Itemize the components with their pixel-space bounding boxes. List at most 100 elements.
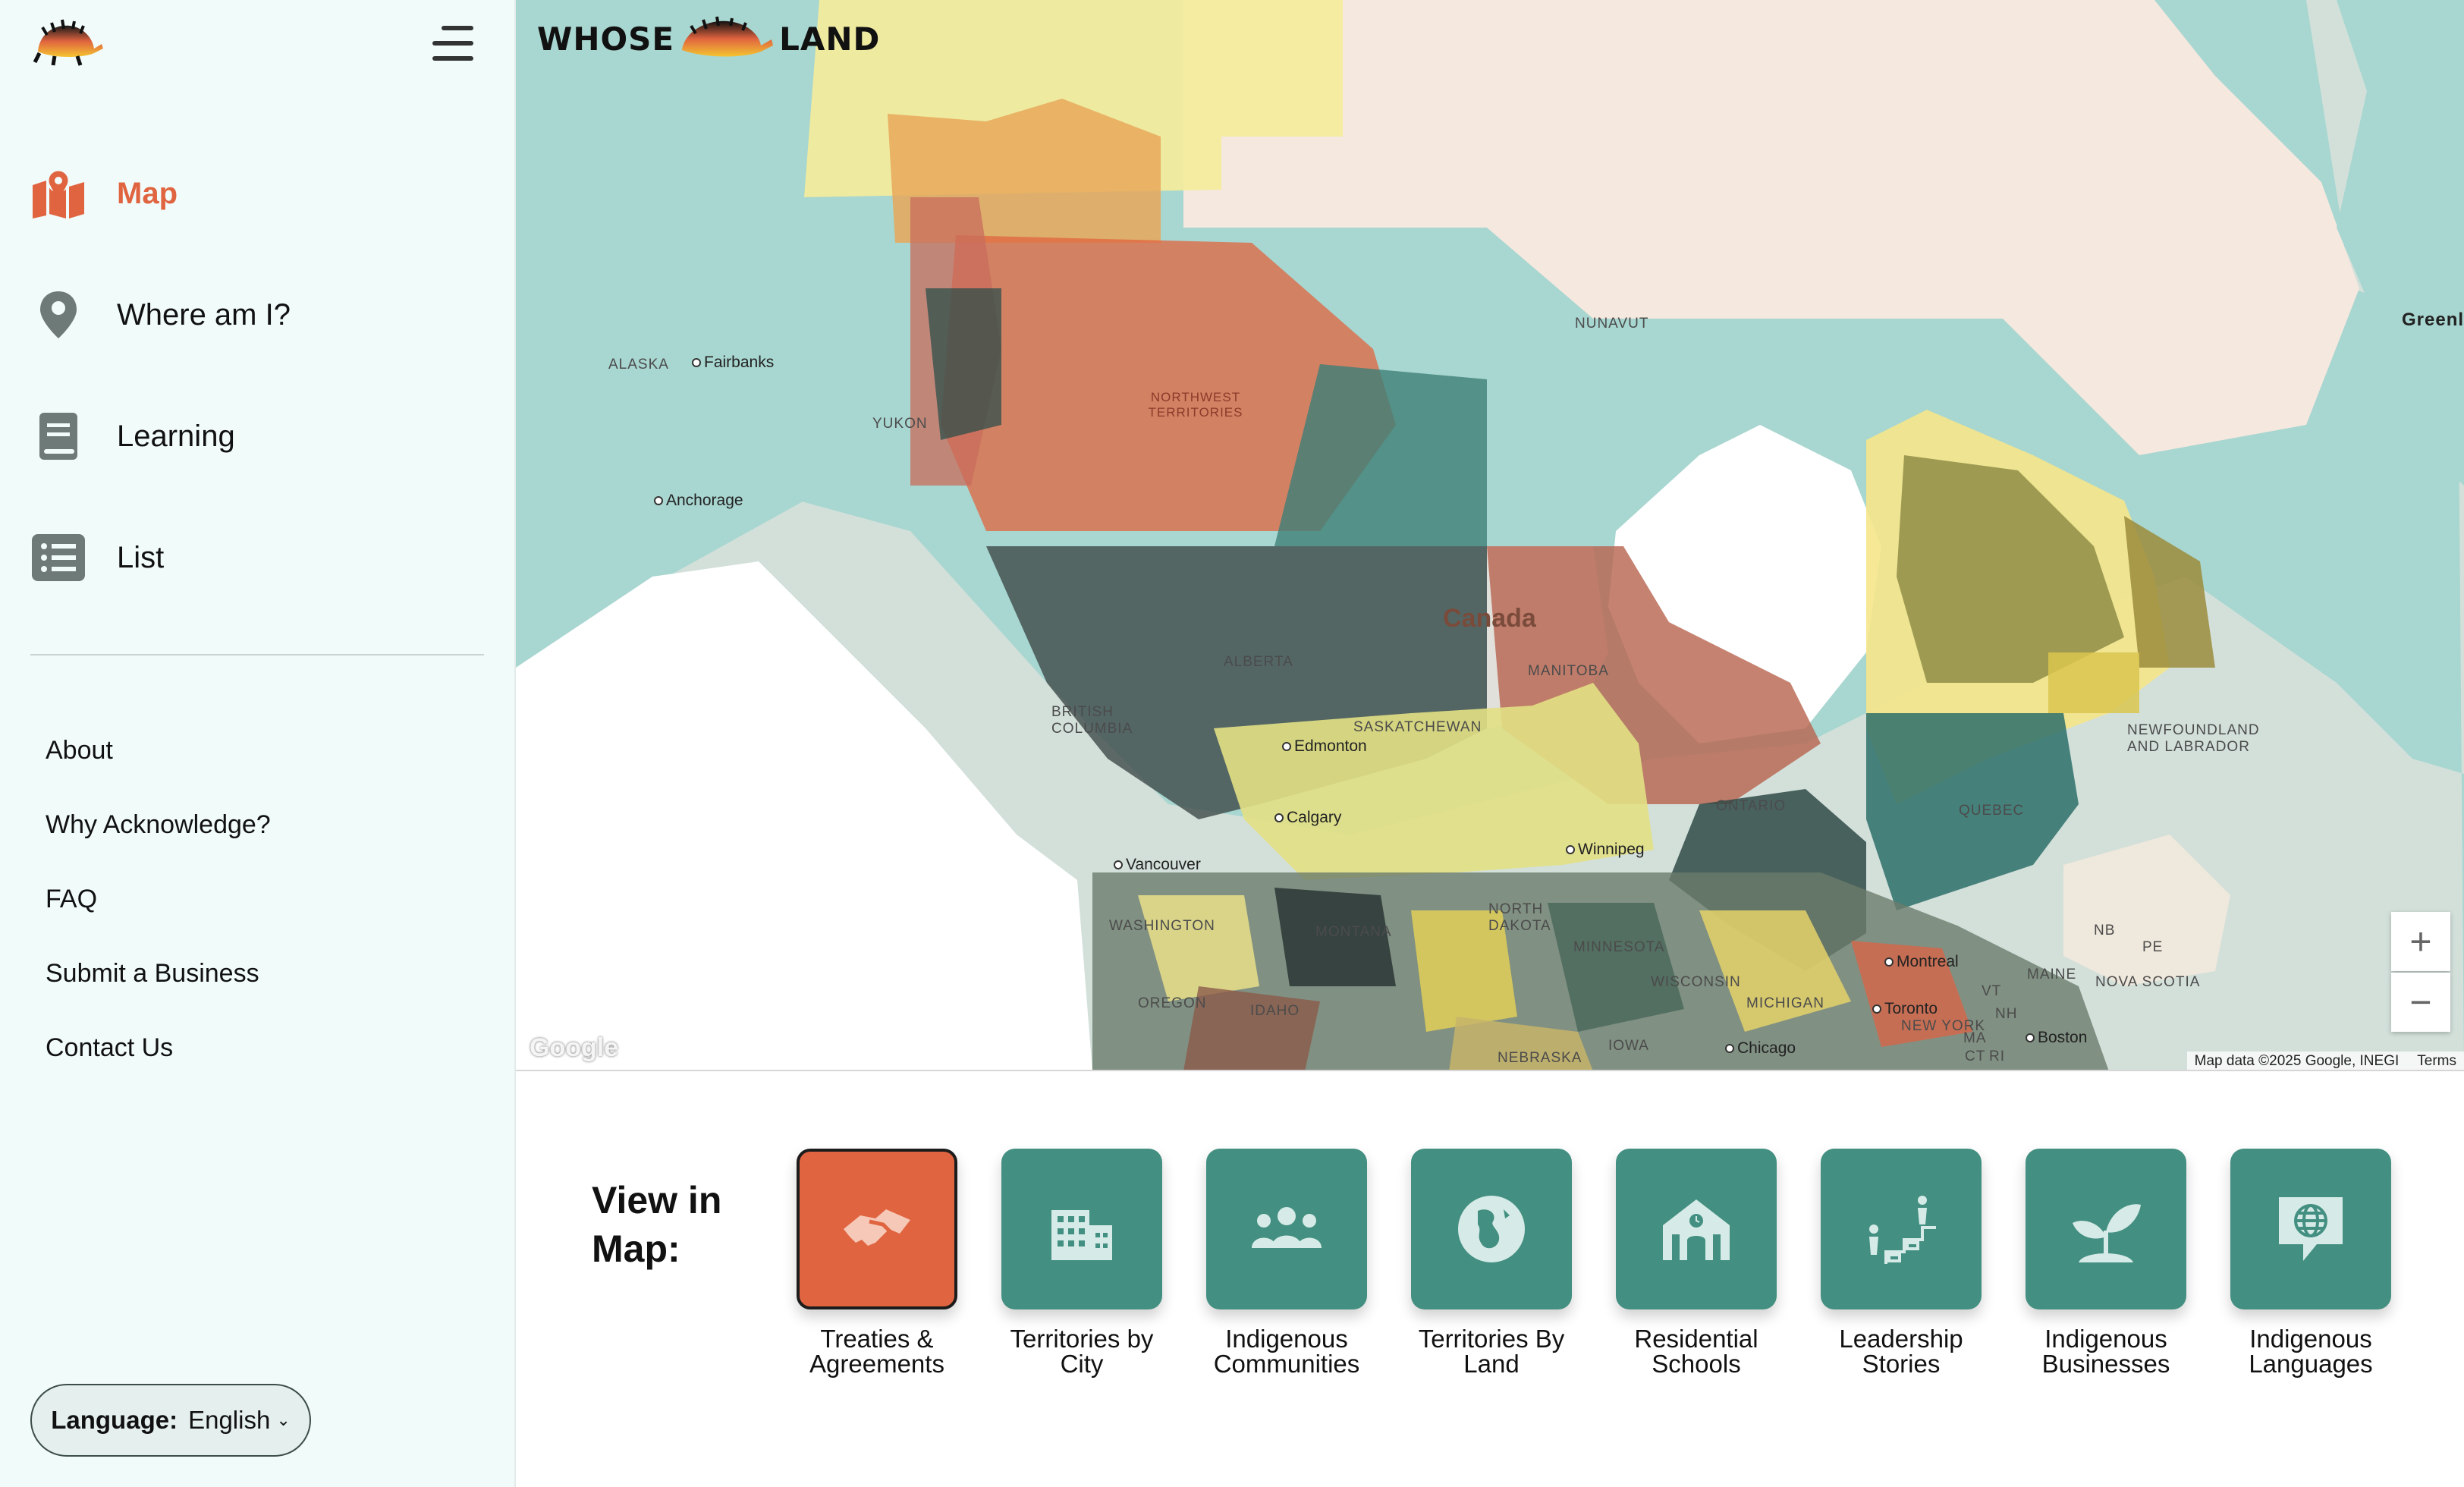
language-label: Language:	[51, 1406, 178, 1434]
map-canvas[interactable]	[516, 0, 2464, 1071]
region-label: NEWFOUNDLAND AND LABRADOR	[2127, 722, 2260, 755]
list-icon	[30, 530, 86, 586]
zoom-out-button[interactable]: −	[2391, 973, 2450, 1032]
category-tile[interactable]	[797, 1149, 957, 1309]
category-tile[interactable]	[1001, 1149, 1162, 1309]
category-label: Territories by City	[1010, 1325, 1154, 1378]
region-label: NEBRASKA	[1498, 1050, 1582, 1066]
chevron-down-icon: ⌄	[276, 1410, 291, 1429]
link-faq[interactable]: FAQ	[46, 885, 98, 913]
category-territories-by-city[interactable]: Territories by City	[1001, 1149, 1162, 1376]
region-label: NORTH DAKOTA	[1488, 901, 1551, 934]
region-label: CT	[1965, 1048, 1986, 1064]
location-pin-icon	[30, 287, 86, 343]
nav-item-map[interactable]: Map	[30, 159, 486, 228]
sprout-icon	[2073, 1204, 2141, 1262]
link-contact-us[interactable]: Contact Us	[46, 1033, 174, 1062]
link-why-acknowledge[interactable]: Why Acknowledge?	[46, 810, 271, 839]
region-label: ONTARIO	[1716, 798, 1787, 814]
brand-word-right: LAND	[779, 20, 881, 58]
category-label: Indigenous Communities	[1213, 1325, 1360, 1378]
region-label: NORTHWEST TERRITORIES	[1148, 390, 1243, 420]
category-residential-schools[interactable]: Residential Schools	[1616, 1149, 1777, 1376]
region-label: SASKATCHEWAN	[1353, 719, 1482, 735]
nav-item-list[interactable]: List	[30, 523, 486, 592]
people-group-icon	[1252, 1207, 1322, 1248]
country-label-canada: Canada	[1443, 604, 1536, 633]
region-label: VT	[1982, 983, 2002, 999]
nav-item-where-am-i[interactable]: Where am I?	[30, 281, 486, 349]
city-label: Edmonton	[1282, 737, 1367, 756]
turtle-logo-icon[interactable]	[32, 18, 105, 68]
language-selector[interactable]: Language: English ⌄	[30, 1384, 311, 1457]
nav-label-list: List	[117, 540, 165, 574]
nav-label-map: Map	[117, 176, 178, 210]
nav-label-where-am-i: Where am I?	[117, 297, 291, 332]
category-treaties-agreements[interactable]: Treaties & Agreements	[797, 1149, 957, 1376]
category-leadership-stories[interactable]: Leadership Stories	[1821, 1149, 1982, 1376]
nav-item-learning[interactable]: Learning	[30, 402, 486, 470]
category-indigenous-businesses[interactable]: Indigenous Businesses	[2026, 1149, 2186, 1376]
region-label: YUKON	[872, 416, 928, 432]
category-label: Indigenous Businesses	[2041, 1325, 2170, 1378]
category-label: Treaties & Agreements	[809, 1325, 944, 1378]
city-label: Toronto	[1872, 1000, 1938, 1018]
region-label: ALBERTA	[1224, 654, 1293, 670]
hamburger-menu-button[interactable]	[429, 23, 473, 65]
attribution-text: Map data ©2025 Google, INEGI	[2194, 1053, 2400, 1069]
region-label: MAINE	[2027, 967, 2077, 982]
sidebar-divider	[30, 654, 484, 655]
language-value: English	[188, 1406, 271, 1434]
whose-land-brand[interactable]: WHOSE LAND	[537, 12, 880, 65]
link-about[interactable]: About	[46, 736, 113, 765]
city-label: Fairbanks	[692, 354, 774, 372]
city-label: Montreal	[1884, 953, 1959, 971]
category-indigenous-languages[interactable]: Indigenous Languages	[2230, 1149, 2391, 1376]
link-submit-business[interactable]: Submit a Business	[46, 959, 259, 988]
sidebar: Map Where am I? Learning	[0, 0, 516, 1487]
category-tile[interactable]	[2026, 1149, 2186, 1309]
category-tile[interactable]	[1821, 1149, 1982, 1309]
city-label: Boston	[2026, 1029, 2087, 1047]
category-label: Residential Schools	[1634, 1325, 1758, 1378]
city-label: Chicago	[1725, 1039, 1796, 1058]
category-tile[interactable]	[1206, 1149, 1367, 1309]
region-label: WISCONSIN	[1651, 974, 1741, 990]
book-icon	[30, 408, 86, 464]
view-in-map-title: View in Map:	[592, 1179, 722, 1270]
region-label: WASHINGTON	[1109, 918, 1215, 934]
nav-label-learning: Learning	[117, 419, 235, 453]
city-buildings-icon	[1051, 1210, 1112, 1260]
city-label: Anchorage	[654, 492, 743, 510]
region-label: BRITISH COLUMBIA	[1051, 704, 1133, 737]
category-label: Indigenous Languages	[2249, 1325, 2373, 1378]
map-attribution: Map data ©2025 Google, INEGI Terms	[2186, 1052, 2464, 1070]
region-label: IDAHO	[1250, 1003, 1300, 1019]
view-in-map-panel: View in Map: Treaties & Agreements T	[516, 1073, 2464, 1487]
globe-land-icon	[1458, 1196, 1525, 1262]
zoom-in-button[interactable]: +	[2391, 912, 2450, 971]
category-tile[interactable]	[2230, 1149, 2391, 1309]
brand-word-left: WHOSE	[537, 20, 675, 58]
region-label: Greenl	[2402, 310, 2464, 330]
region-label: IOWA	[1608, 1038, 1649, 1054]
google-logo: Google	[530, 1033, 619, 1062]
category-tile[interactable]	[1411, 1149, 1572, 1309]
region-label: NEW YORK	[1901, 1018, 1986, 1034]
category-territories-by-land[interactable]: Territories By Land	[1411, 1149, 1572, 1376]
region-label: QUEBEC	[1959, 803, 2025, 819]
category-tile[interactable]	[1616, 1149, 1777, 1309]
region-label: ALASKA	[608, 357, 669, 373]
terms-link[interactable]: Terms	[2417, 1053, 2456, 1069]
region-label: MA	[1963, 1030, 1987, 1046]
territory-map[interactable]: WHOSE LAND ALASKA NUNAVUT NORTHWEST TERR…	[516, 0, 2464, 1071]
city-label: Vancouver	[1114, 856, 1201, 874]
city-label: Winnipeg	[1566, 841, 1645, 859]
category-indigenous-communities[interactable]: Indigenous Communities	[1206, 1149, 1367, 1376]
region-label: NH	[1995, 1006, 2018, 1022]
region-label: OREGON	[1138, 995, 1207, 1011]
region-label: NUNAVUT	[1575, 316, 1649, 332]
leadership-stairs-icon	[1869, 1196, 1936, 1264]
region-label: MONTANA	[1315, 924, 1392, 940]
region-label: NOVA SCOTIA	[2095, 974, 2201, 990]
